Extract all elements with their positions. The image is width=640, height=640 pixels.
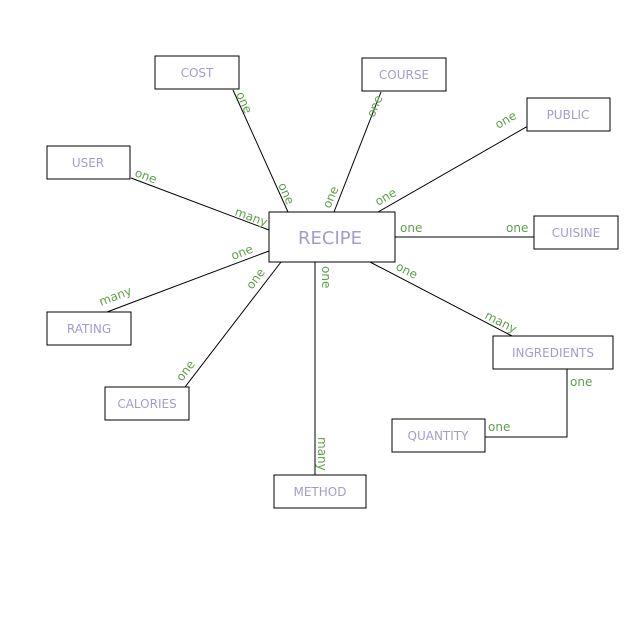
line-course — [333, 91, 382, 213]
entity-method[interactable]: METHOD — [273, 474, 367, 509]
card-user-recipe-end: many — [233, 205, 270, 230]
card-course-entity-end: one — [364, 93, 386, 119]
card-ingredients-entity-end: many — [483, 308, 519, 336]
card-quantity-ingredients-end: one — [570, 375, 592, 389]
entity-ingredients-label: INGREDIENTS — [512, 346, 594, 360]
entity-course-label: COURSE — [379, 68, 429, 82]
entity-ingredients[interactable]: INGREDIENTS — [492, 335, 614, 370]
card-cost-entity-end: one — [233, 90, 255, 116]
line-calories — [184, 261, 282, 388]
line-ingredients — [369, 261, 513, 337]
entity-user-label: USER — [72, 156, 104, 170]
entity-recipe[interactable]: RECIPE — [268, 211, 396, 263]
entity-cost[interactable]: COST — [154, 55, 240, 90]
line-user — [130, 177, 270, 231]
card-calories-recipe-end: one — [243, 266, 268, 292]
entity-quantity[interactable]: QUANTITY — [391, 418, 486, 453]
entity-rating-label: RATING — [67, 322, 111, 336]
relationship-lines — [106, 89, 568, 475]
card-rating-entity-end: many — [97, 284, 134, 309]
line-public — [377, 125, 529, 213]
card-method-recipe-end: one — [319, 266, 333, 288]
line-rating — [106, 250, 270, 313]
entity-cuisine[interactable]: CUISINE — [533, 215, 619, 250]
card-quantity-quantity-end: one — [488, 420, 510, 434]
card-public-entity-end: one — [493, 108, 519, 131]
card-cost-recipe-end: one — [275, 181, 297, 207]
line-cost — [232, 89, 289, 213]
entity-cuisine-label: CUISINE — [552, 226, 600, 240]
card-public-recipe-end: one — [373, 185, 399, 208]
entity-course[interactable]: COURSE — [361, 57, 447, 92]
entity-calories[interactable]: CALORIES — [104, 386, 190, 421]
entity-public-label: PUBLIC — [547, 108, 590, 122]
card-method-entity-end: many — [315, 437, 329, 471]
card-calories-entity-end: one — [173, 358, 198, 384]
card-ingredients-recipe-end: one — [394, 259, 420, 282]
entity-recipe-label: RECIPE — [298, 228, 362, 249]
line-quantity — [485, 369, 568, 438]
entity-method-label: METHOD — [294, 485, 347, 499]
card-rating-recipe-end: one — [229, 242, 255, 263]
card-user-entity-end: one — [133, 166, 159, 187]
card-cuisine-recipe-end: one — [400, 221, 422, 235]
entity-rating[interactable]: RATING — [46, 311, 132, 346]
card-cuisine-entity-end: one — [506, 221, 528, 235]
card-course-recipe-end: one — [320, 184, 342, 210]
entity-quantity-label: QUANTITY — [408, 429, 470, 443]
entity-cost-label: COST — [181, 66, 214, 80]
entity-user[interactable]: USER — [46, 145, 131, 180]
entity-calories-label: CALORIES — [117, 397, 176, 411]
entity-public[interactable]: PUBLIC — [526, 97, 611, 132]
